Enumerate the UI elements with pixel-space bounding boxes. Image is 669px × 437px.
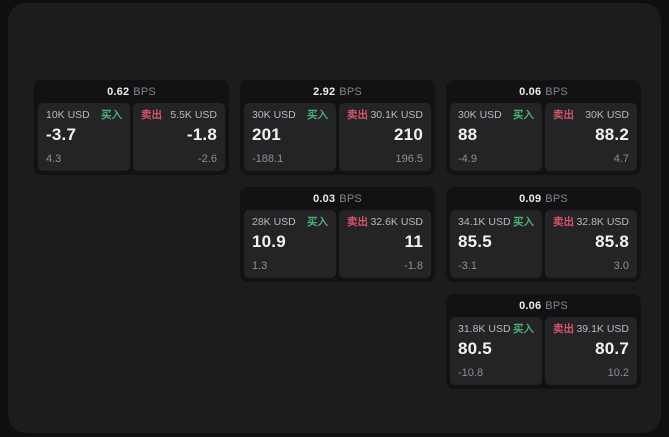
sell-price: 210 [394,124,423,144]
buy-change: 4.3 [46,152,62,165]
buy-price: -3.7 [46,124,77,144]
spread-value: 0.09 [519,192,542,205]
spread-header: 0.03 BPS [240,187,435,210]
sell-change: 196.5 [395,152,423,165]
buy-quote-tile[interactable]: 31.8K USD 买入 80.5 -10.8 [450,317,542,385]
sell-amount: 30K USD [585,109,629,121]
buy-price: 85.5 [458,231,492,251]
sell-quote-tile[interactable]: 卖出 32.8K USD 85.8 3.0 [545,210,637,278]
sell-quote-tile[interactable]: 卖出 30.1K USD 210 196.5 [339,103,431,171]
sell-price: 88.2 [595,124,629,144]
sell-change: 3.0 [613,259,629,272]
quote-card: 0.06 BPS 30K USD 买入 88 -4.9 卖出 30K USD 8… [446,80,641,175]
sell-amount: 39.1K USD [576,323,629,335]
quote-card: 0.03 BPS 28K USD 买入 10.9 1.3 卖出 32.6K US… [240,187,435,282]
buy-change: -4.9 [458,152,477,165]
quotes-panel: 0.62 BPS 10K USD 买入 -3.7 4.3 卖出 5.5K USD… [8,3,661,433]
spread-unit: BPS [339,192,362,205]
sell-side-label: 卖出 [553,323,574,335]
sell-quote-tile[interactable]: 卖出 5.5K USD -1.8 -2.6 [133,103,225,171]
spread-header: 2.92 BPS [240,80,435,103]
spread-unit: BPS [545,299,568,312]
spread-value: 0.62 [107,85,130,98]
sell-price: -1.8 [186,124,217,144]
sell-price: 11 [404,231,423,251]
buy-side-label: 买入 [101,109,122,121]
spread-value: 2.92 [313,85,336,98]
buy-amount: 30K USD [458,109,502,121]
buy-change: -10.8 [458,366,484,379]
spread-unit: BPS [339,85,362,98]
buy-amount: 31.8K USD [458,323,511,335]
buy-amount: 34.1K USD [458,216,511,228]
sell-change: -2.6 [198,152,217,165]
quote-card: 0.09 BPS 34.1K USD 买入 85.5 -3.1 卖出 32.8K… [446,187,641,282]
buy-amount: 10K USD [46,109,90,121]
buy-change: -3.1 [458,259,477,272]
spread-unit: BPS [133,85,156,98]
quote-card: 2.92 BPS 30K USD 买入 201 -188.1 卖出 30.1K … [240,80,435,175]
buy-price: 201 [252,124,281,144]
spread-value: 0.03 [313,192,336,205]
sell-side-label: 卖出 [347,216,368,228]
spread-header: 0.06 BPS [446,80,641,103]
quote-card: 0.62 BPS 10K USD 买入 -3.7 4.3 卖出 5.5K USD… [34,80,229,175]
sell-side-label: 卖出 [553,216,574,228]
sell-amount: 5.5K USD [170,109,217,121]
buy-quote-tile[interactable]: 30K USD 买入 201 -188.1 [244,103,336,171]
sell-quote-tile[interactable]: 卖出 30K USD 88.2 4.7 [545,103,637,171]
sell-side-label: 卖出 [553,109,574,121]
buy-quote-tile[interactable]: 28K USD 买入 10.9 1.3 [244,210,336,278]
buy-side-label: 买入 [307,109,328,121]
sell-quote-tile[interactable]: 卖出 39.1K USD 80.7 10.2 [545,317,637,385]
buy-amount: 28K USD [252,216,296,228]
spread-unit: BPS [545,85,568,98]
spread-value: 0.06 [519,299,542,312]
buy-quote-tile[interactable]: 34.1K USD 买入 85.5 -3.1 [450,210,542,278]
buy-quote-tile[interactable]: 10K USD 买入 -3.7 4.3 [38,103,130,171]
sell-quote-tile[interactable]: 卖出 32.6K USD 11 -1.8 [339,210,431,278]
spread-header: 0.09 BPS [446,187,641,210]
sell-change: -1.8 [404,259,423,272]
buy-price: 10.9 [252,231,286,251]
buy-quote-tile[interactable]: 30K USD 买入 88 -4.9 [450,103,542,171]
sell-amount: 32.6K USD [370,216,423,228]
sell-side-label: 卖出 [347,109,368,121]
sell-change: 10.2 [607,366,629,379]
buy-side-label: 买入 [513,216,534,228]
sell-price: 85.8 [595,231,629,251]
sell-amount: 30.1K USD [370,109,423,121]
buy-side-label: 买入 [513,109,534,121]
buy-side-label: 买入 [307,216,328,228]
sell-price: 80.7 [595,338,629,358]
quote-card: 0.06 BPS 31.8K USD 买入 80.5 -10.8 卖出 39.1… [446,294,641,389]
buy-side-label: 买入 [513,323,534,335]
sell-change: 4.7 [613,152,629,165]
sell-side-label: 卖出 [141,109,162,121]
buy-price: 88 [458,124,478,144]
buy-price: 80.5 [458,338,492,358]
buy-change: 1.3 [252,259,268,272]
spread-header: 0.06 BPS [446,294,641,317]
spread-header: 0.62 BPS [34,80,229,103]
buy-change: -188.1 [252,152,284,165]
buy-amount: 30K USD [252,109,296,121]
spread-value: 0.06 [519,85,542,98]
spread-unit: BPS [545,192,568,205]
sell-amount: 32.8K USD [576,216,629,228]
